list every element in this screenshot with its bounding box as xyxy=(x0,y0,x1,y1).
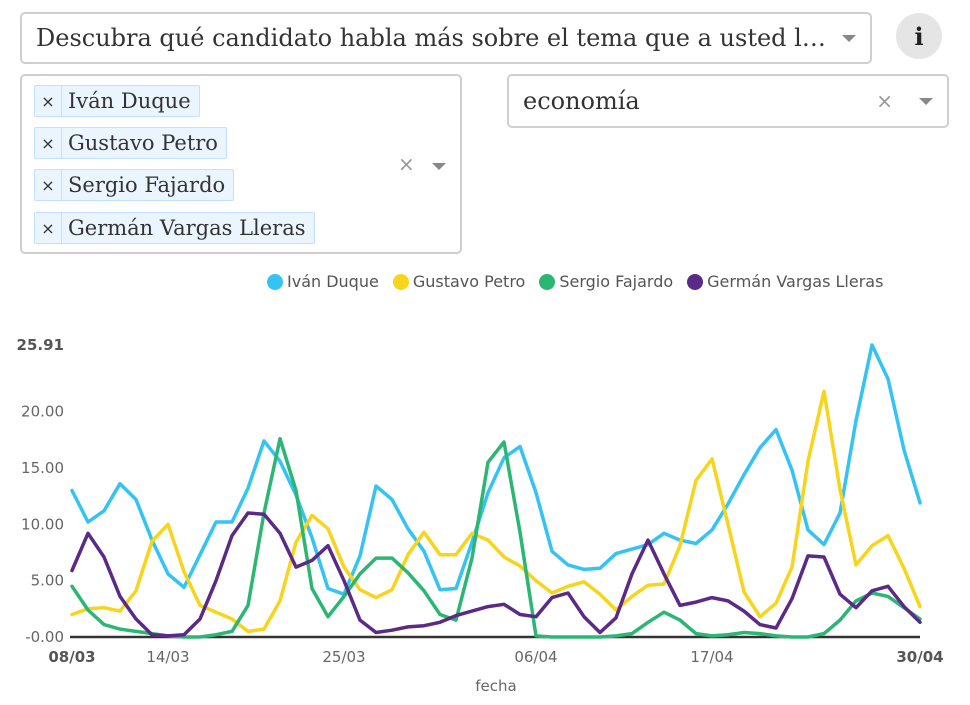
candidate-tag: × Iván Duque xyxy=(34,85,200,117)
y-tick-label: 15.00 xyxy=(21,459,64,477)
chevron-down-icon[interactable] xyxy=(919,97,933,105)
candidate-tag: × Gustavo Petro xyxy=(34,127,227,159)
candidate-tag-label: Sergio Fajardo xyxy=(68,173,226,197)
candidate-tag: × Sergio Fajardo xyxy=(34,169,235,201)
legend-swatch xyxy=(392,273,409,290)
legend-swatch xyxy=(539,273,556,290)
candidate-tag-label: Gustavo Petro xyxy=(68,131,218,155)
y-tick-label: 5.00 xyxy=(31,572,64,590)
candidate-tag-label: Germán Vargas Lleras xyxy=(68,216,306,240)
chart-legend: Iván Duque Gustavo Petro Sergio Fajardo … xyxy=(267,272,897,291)
legend-item[interactable]: Gustavo Petro xyxy=(392,272,526,291)
y-tick-label: 20.00 xyxy=(21,403,64,421)
remove-tag-icon[interactable]: × xyxy=(35,170,62,200)
candidate-tag-label: Iván Duque xyxy=(68,89,191,113)
legend-swatch xyxy=(267,273,283,290)
legend-swatch xyxy=(687,273,704,290)
legend-item[interactable]: Iván Duque xyxy=(267,272,379,291)
legend-label: Iván Duque xyxy=(287,272,379,291)
remove-tag-icon[interactable]: × xyxy=(35,128,62,158)
x-tick-label: 06/04 xyxy=(514,648,557,666)
x-tick-label: 30/04 xyxy=(896,648,943,666)
x-tick-label: 25/03 xyxy=(322,648,365,666)
topic-select[interactable]: Descubra qué candidato habla más sobre e… xyxy=(20,12,872,64)
series-line xyxy=(70,343,922,596)
series-line xyxy=(70,436,922,639)
chevron-down-icon[interactable] xyxy=(842,34,856,42)
x-axis-title: fecha xyxy=(475,677,516,695)
candidate-tag: × Germán Vargas Lleras xyxy=(34,212,315,244)
line-chart: 25.91 20.00 15.00 10.00 5.00 -0.00 08/03 14/03 2… xyxy=(17,336,944,695)
x-tick-label: 08/03 xyxy=(48,648,95,666)
clear-theme-icon[interactable]: × xyxy=(876,89,893,113)
legend-label: Sergio Fajardo xyxy=(559,272,674,291)
y-tick-label: 25.91 xyxy=(17,336,64,354)
y-tick-label: 10.00 xyxy=(21,515,64,533)
x-tick-label: 14/03 xyxy=(146,648,189,666)
series-line xyxy=(70,389,922,634)
remove-tag-icon[interactable]: × xyxy=(35,213,62,243)
theme-select-value: economía xyxy=(523,87,640,115)
legend-item[interactable]: Sergio Fajardo xyxy=(539,272,673,291)
x-tick-label: 17/04 xyxy=(690,648,733,666)
clear-candidates-icon[interactable]: × xyxy=(398,152,415,176)
y-tick-label: -0.00 xyxy=(25,628,64,646)
series-line xyxy=(70,511,922,638)
legend-item[interactable]: Germán Vargas Lleras xyxy=(687,272,883,291)
topic-select-value: Descubra qué candidato habla más sobre e… xyxy=(36,24,832,52)
legend-label: Gustavo Petro xyxy=(412,272,526,291)
theme-select[interactable]: economía × xyxy=(507,74,949,128)
candidates-select[interactable]: × Iván Duque × Gustavo Petro × Sergio Fa… xyxy=(20,74,462,254)
legend-label: Germán Vargas Lleras xyxy=(707,272,884,291)
info-button[interactable]: i xyxy=(896,13,942,59)
chevron-down-icon[interactable] xyxy=(432,163,446,170)
remove-tag-icon[interactable]: × xyxy=(35,86,62,116)
info-icon: i xyxy=(914,21,924,51)
